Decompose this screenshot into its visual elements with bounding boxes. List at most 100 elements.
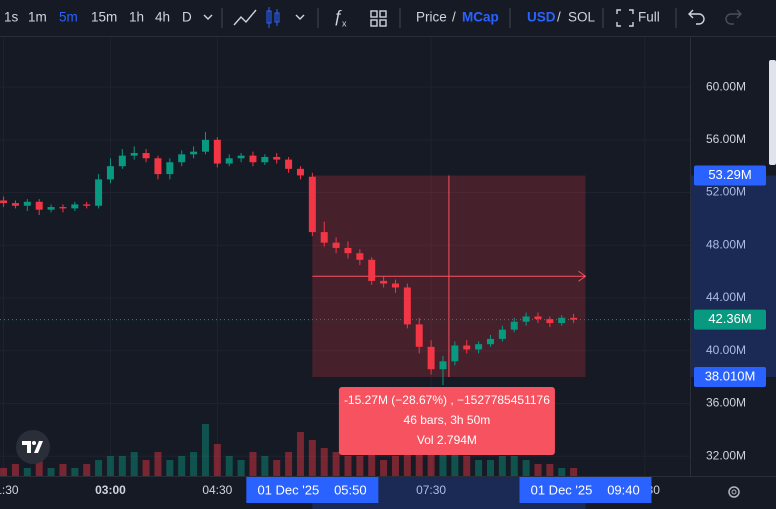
- y-tick-label: 52.00M: [706, 185, 746, 199]
- volume-bar: [59, 464, 67, 476]
- interval-button[interactable]: 1h: [129, 10, 144, 25]
- candle-body: [118, 155, 126, 167]
- candle-body: [154, 158, 162, 175]
- undo-button[interactable]: [688, 9, 705, 25]
- layout-button[interactable]: [370, 10, 387, 27]
- measure-top-badge-label: 53.29M: [708, 167, 751, 182]
- volume-bar: [391, 456, 399, 476]
- chart-type-menu[interactable]: [295, 14, 305, 20]
- usd-toggle[interactable]: USD: [527, 10, 556, 25]
- x-tick-label: 07:30: [416, 483, 446, 497]
- interval-button[interactable]: 1m: [28, 10, 47, 25]
- volume-bar: [106, 456, 114, 476]
- x-tick-label: 03:00: [95, 483, 126, 497]
- axis-range-band: [691, 175, 776, 377]
- volume-bar: [95, 460, 103, 476]
- icon: [731, 489, 737, 495]
- volume-bar: [344, 456, 352, 476]
- price-toggle[interactable]: Price: [416, 10, 447, 25]
- volume-bar: [237, 460, 245, 476]
- candle-body: [23, 201, 31, 206]
- measure-bottom-badge: [694, 366, 766, 387]
- interval-button[interactable]: 4h: [155, 10, 170, 25]
- volume-bar: [83, 464, 91, 476]
- sol-toggle[interactable]: SOL: [568, 10, 596, 25]
- volume-bar: [534, 464, 542, 476]
- candle-body: [570, 317, 578, 320]
- tradingview-logo: [16, 430, 50, 464]
- interval-button[interactable]: 1s: [4, 10, 19, 25]
- redo-button[interactable]: [725, 9, 742, 25]
- candle-body: [249, 155, 257, 163]
- indicators-button[interactable]: ƒ: [333, 6, 342, 25]
- candle-body: [522, 316, 530, 322]
- x-tick-label: 04:30: [202, 483, 232, 497]
- mcap-toggle[interactable]: MCap: [462, 10, 499, 25]
- volume-bar: [546, 464, 554, 476]
- volume-bar: [23, 468, 31, 476]
- volume-bar: [118, 456, 126, 476]
- candle-body: [59, 207, 67, 209]
- volume-bar: [296, 432, 304, 476]
- candle-body: [308, 176, 316, 233]
- indicators-button[interactable]: x: [342, 18, 347, 28]
- plot-area: [0, 37, 690, 476]
- candle-body: [427, 346, 435, 370]
- y-tick-label: 44.00M: [706, 290, 746, 304]
- logo: [22, 441, 43, 453]
- candle-body: [47, 207, 55, 210]
- volume-bar: [522, 460, 530, 476]
- interval-button[interactable]: 5m: [59, 10, 78, 25]
- candle-body: [415, 324, 423, 347]
- candle-body: [332, 242, 340, 248]
- candle-body: [439, 361, 447, 370]
- separator-text: /: [452, 10, 456, 25]
- measure-label-text: 46 bars, 3h 50m: [404, 413, 491, 427]
- volume-bar: [261, 456, 269, 476]
- line-chart-button[interactable]: [233, 9, 257, 26]
- candle-body: [213, 139, 221, 164]
- time-flag-time: 09:40: [607, 482, 640, 497]
- volume-bar: [510, 456, 518, 476]
- y-tick-label: 40.00M: [706, 343, 746, 357]
- volume-bar: [463, 456, 471, 476]
- measure-label-box: [338, 386, 555, 455]
- candle-body: [166, 162, 174, 175]
- volume-bar: [142, 460, 150, 476]
- icon: [728, 486, 740, 498]
- candle-body: [201, 139, 209, 152]
- volume-bar: [427, 436, 435, 476]
- volume-bar: [11, 464, 19, 476]
- candle-body: [498, 329, 506, 339]
- volume-bar: [166, 460, 174, 476]
- candle-body: [285, 159, 293, 169]
- measure-arrow: [312, 270, 587, 282]
- last-price-badge-label: 42.36M: [708, 311, 751, 326]
- interval-menu[interactable]: [203, 14, 213, 20]
- volume-bar: [570, 468, 578, 476]
- interval-button[interactable]: 15m: [91, 10, 117, 25]
- fullscreen-button[interactable]: Full: [638, 10, 660, 25]
- icon: [379, 10, 387, 18]
- candle-body: [380, 280, 388, 284]
- candle-body: [510, 321, 518, 330]
- candle-body: [344, 247, 352, 254]
- candle-body: [225, 158, 233, 164]
- time-flag-date: 01 Dec '25: [257, 482, 319, 497]
- y-tick-label: 56.00M: [706, 132, 746, 146]
- last-price-badge: [694, 309, 766, 330]
- measure-label-text: Vol 2.794M: [417, 433, 477, 447]
- volume-bar: [154, 452, 162, 476]
- volume-bar: [285, 452, 293, 476]
- toolbar: ƒ x Price / MCap USD / SOL Full: [203, 6, 742, 28]
- candle-body: [178, 154, 186, 163]
- interval-button[interactable]: D: [182, 10, 192, 25]
- time-flag-time: 05:50: [334, 482, 367, 497]
- settings-button[interactable]: [728, 486, 740, 498]
- volume-bar: [475, 460, 483, 476]
- candle-body: [130, 153, 138, 156]
- candle-body: [451, 345, 459, 362]
- candle-chart-button[interactable]: [266, 7, 280, 28]
- y-tick-label: 36.00M: [706, 396, 746, 410]
- volume-bar: [320, 448, 328, 476]
